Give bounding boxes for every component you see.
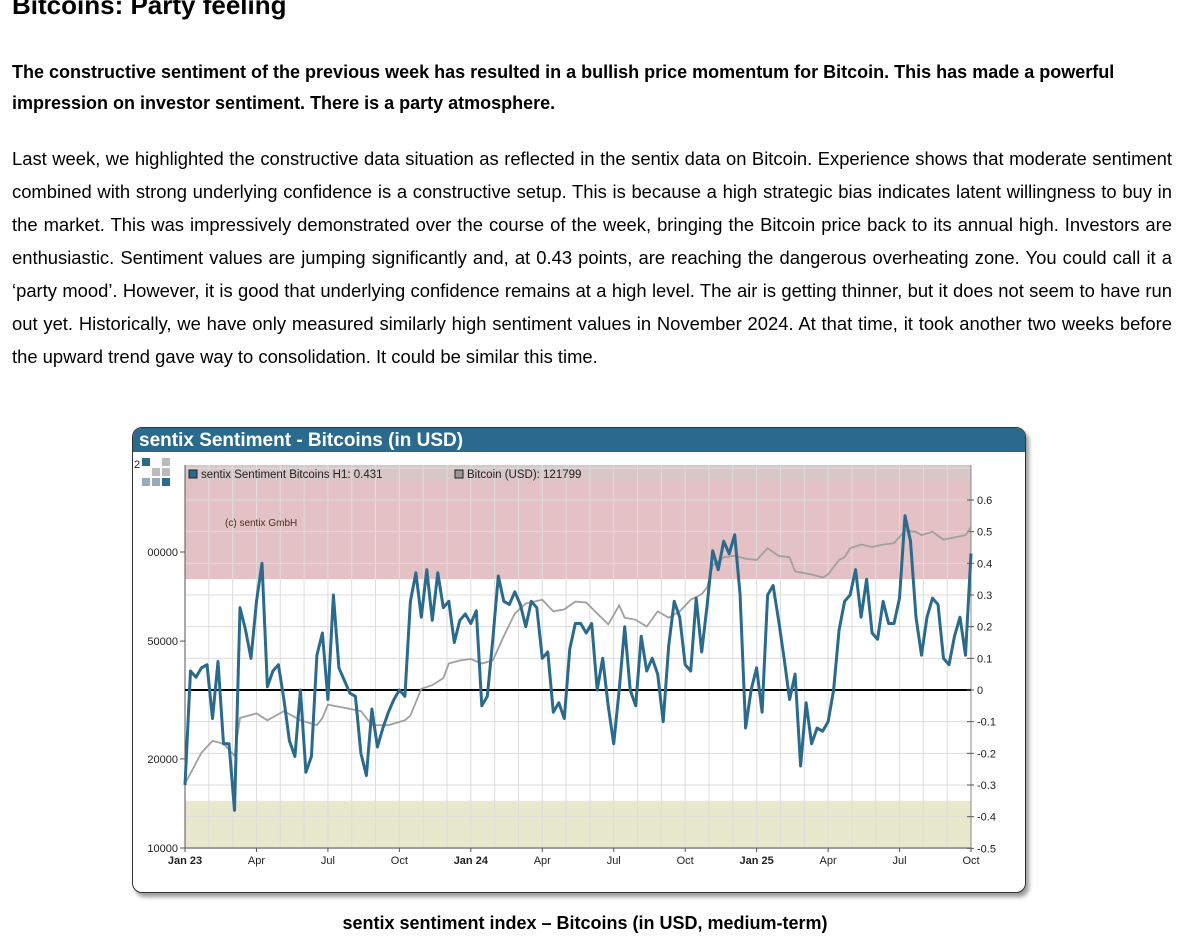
right-tick-label: 0.6 (977, 495, 992, 507)
watermark-text: (c) sentix GmbH (225, 518, 297, 529)
legend-band (185, 465, 971, 482)
x-tick-label: Oct (391, 855, 408, 867)
sentiment-line (183, 514, 973, 812)
right-tick-label: -0.2 (977, 748, 996, 760)
legend-label-bitcoin: Bitcoin (USD): 121799 (467, 469, 581, 481)
left-tick-label: 00000 (147, 547, 178, 559)
x-tick-label: Oct (677, 855, 694, 867)
x-tick-label: Jan 25 (740, 855, 774, 867)
article-title: Bitcoins: Party feeling (12, 0, 287, 20)
x-tick-label: Jul (607, 855, 621, 867)
logo-square (162, 468, 170, 476)
right-tick-label: 0.3 (977, 590, 992, 602)
chart-plot: 0.6 0.5 0.4 0.3 0.2 0.1 0 -0.1 -0.2 -0.3 -0.4 -0.5 0… (134, 458, 996, 867)
overheat-zone (185, 465, 971, 580)
logo-square (152, 468, 160, 476)
article-body: Last week, we highlighted the constructi… (12, 148, 1172, 367)
article-lead: The constructive sentiment of the previo… (12, 62, 1115, 113)
chart-caption: sentix sentiment index – Bitcoins (in US… (342, 913, 828, 933)
legend-swatch-bitcoin (454, 469, 464, 479)
logo-square (162, 478, 170, 486)
x-tick-label: Apr (820, 855, 837, 867)
legend-label-sentiment: sentix Sentiment Bitcoins H1: 0.431 (201, 469, 383, 481)
logo-square (162, 458, 170, 466)
x-tick-label: Jan 23 (168, 855, 202, 867)
oversold-zone (185, 800, 971, 848)
right-tick-label: 0.1 (977, 653, 992, 665)
logo-square (142, 458, 150, 466)
x-tick-label: Apr (248, 855, 265, 867)
right-tick-label: -0.3 (977, 780, 996, 792)
right-tick-label: -0.5 (977, 843, 996, 855)
bitcoin-price-line (184, 526, 972, 785)
x-tick-label: Oct (962, 855, 979, 867)
chart-title: sentix Sentiment - Bitcoins (in USD) (133, 428, 1025, 452)
x-tick-label: Jul (893, 855, 907, 867)
left-tick-label: 10000 (147, 843, 178, 855)
right-tick-label: 0.4 (977, 558, 992, 570)
x-tick-label: Apr (534, 855, 551, 867)
right-tick-label: 0.2 (977, 622, 992, 634)
logo-square (142, 478, 150, 486)
left-tick-label: 20000 (147, 754, 178, 766)
right-tick-label: 0.5 (977, 527, 992, 539)
right-tick-label: 0 (977, 685, 983, 697)
corner-label: 2 (134, 459, 140, 471)
left-tick-label: 50000 (147, 636, 178, 648)
logo-square (152, 478, 160, 486)
right-tick-label: -0.4 (977, 812, 996, 824)
x-tick-label: Jul (321, 855, 335, 867)
legend-swatch-sentiment (188, 469, 198, 479)
right-tick-label: -0.1 (977, 717, 996, 729)
x-tick-label: Jan 24 (454, 855, 489, 867)
sentiment-chart: sentix Sentiment - Bitcoins (in USD) 0.6… (132, 427, 1026, 893)
